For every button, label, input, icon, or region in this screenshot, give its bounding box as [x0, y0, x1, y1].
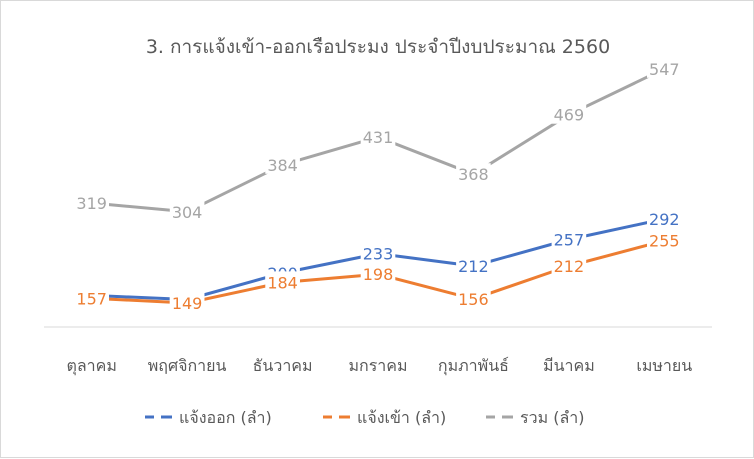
data-label-bg — [169, 292, 205, 312]
x-tick-label: ตุลาคม — [66, 356, 116, 376]
data-label-bg — [265, 153, 300, 174]
data-label-bg — [360, 263, 396, 284]
data-label: 233 — [363, 245, 394, 264]
x-tick-label: มีนาคม — [543, 356, 595, 375]
data-label: 156 — [458, 290, 489, 309]
data-label: 198 — [363, 265, 394, 284]
data-label: 149 — [172, 294, 203, 313]
data-label-bg — [74, 192, 109, 212]
data-label: 384 — [267, 156, 298, 175]
data-label-bg — [551, 103, 587, 124]
x-tick-label: กุมภาพันธ์ — [438, 356, 509, 376]
data-label: 184 — [267, 273, 298, 292]
chart-title: 3. การแจ้งเข้า-ออกเรือประมง ประจำปีงบประ… — [146, 36, 610, 58]
x-tick-label: มกราคม — [348, 356, 407, 375]
legend-label: รวม (ลำ) — [520, 408, 584, 427]
data-label-bg — [360, 242, 396, 263]
data-label: 368 — [458, 165, 489, 184]
x-tick-label: พฤศจิกายน — [148, 356, 227, 375]
data-label: 431 — [363, 128, 394, 147]
data-label-bg — [647, 207, 682, 228]
data-label: 212 — [458, 257, 489, 276]
data-label-bg — [360, 126, 396, 147]
x-tick-label: ธันวาคม — [253, 356, 313, 375]
data-label-layer: 1621552002332122572921571491841981562122… — [74, 57, 682, 313]
data-label: 255 — [649, 232, 680, 251]
data-label-bg — [647, 229, 682, 250]
data-label: 292 — [649, 210, 680, 229]
legend-label: แจ้งออก (ลำ) — [179, 408, 272, 427]
data-label-bg — [74, 287, 109, 308]
data-label: 157 — [76, 289, 107, 308]
x-tick-label: เมษายน — [636, 356, 692, 375]
legend: แจ้งออก (ลำ) แจ้งเข้า (ลำ) รวม (ลำ) — [145, 408, 584, 427]
data-label-bg — [551, 255, 587, 275]
data-label-bg — [169, 200, 205, 221]
data-label-bg — [647, 57, 682, 78]
data-label-bg — [456, 287, 491, 308]
data-label: 319 — [76, 194, 107, 213]
data-label-bg — [551, 228, 587, 249]
data-label: 547 — [649, 60, 680, 79]
data-label-bg — [456, 255, 491, 275]
data-label: 469 — [554, 106, 585, 125]
data-label-bg — [456, 163, 491, 184]
data-label: 212 — [554, 257, 585, 276]
data-label-bg — [265, 271, 300, 292]
data-label: 304 — [172, 203, 203, 222]
legend-label: แจ้งเข้า (ลำ) — [357, 408, 446, 427]
data-label: 257 — [554, 231, 585, 250]
x-tick-layer: ตุลาคม พฤศจิกายน ธันวาคม มกราคม กุมภาพันธ์ มี… — [66, 356, 692, 376]
